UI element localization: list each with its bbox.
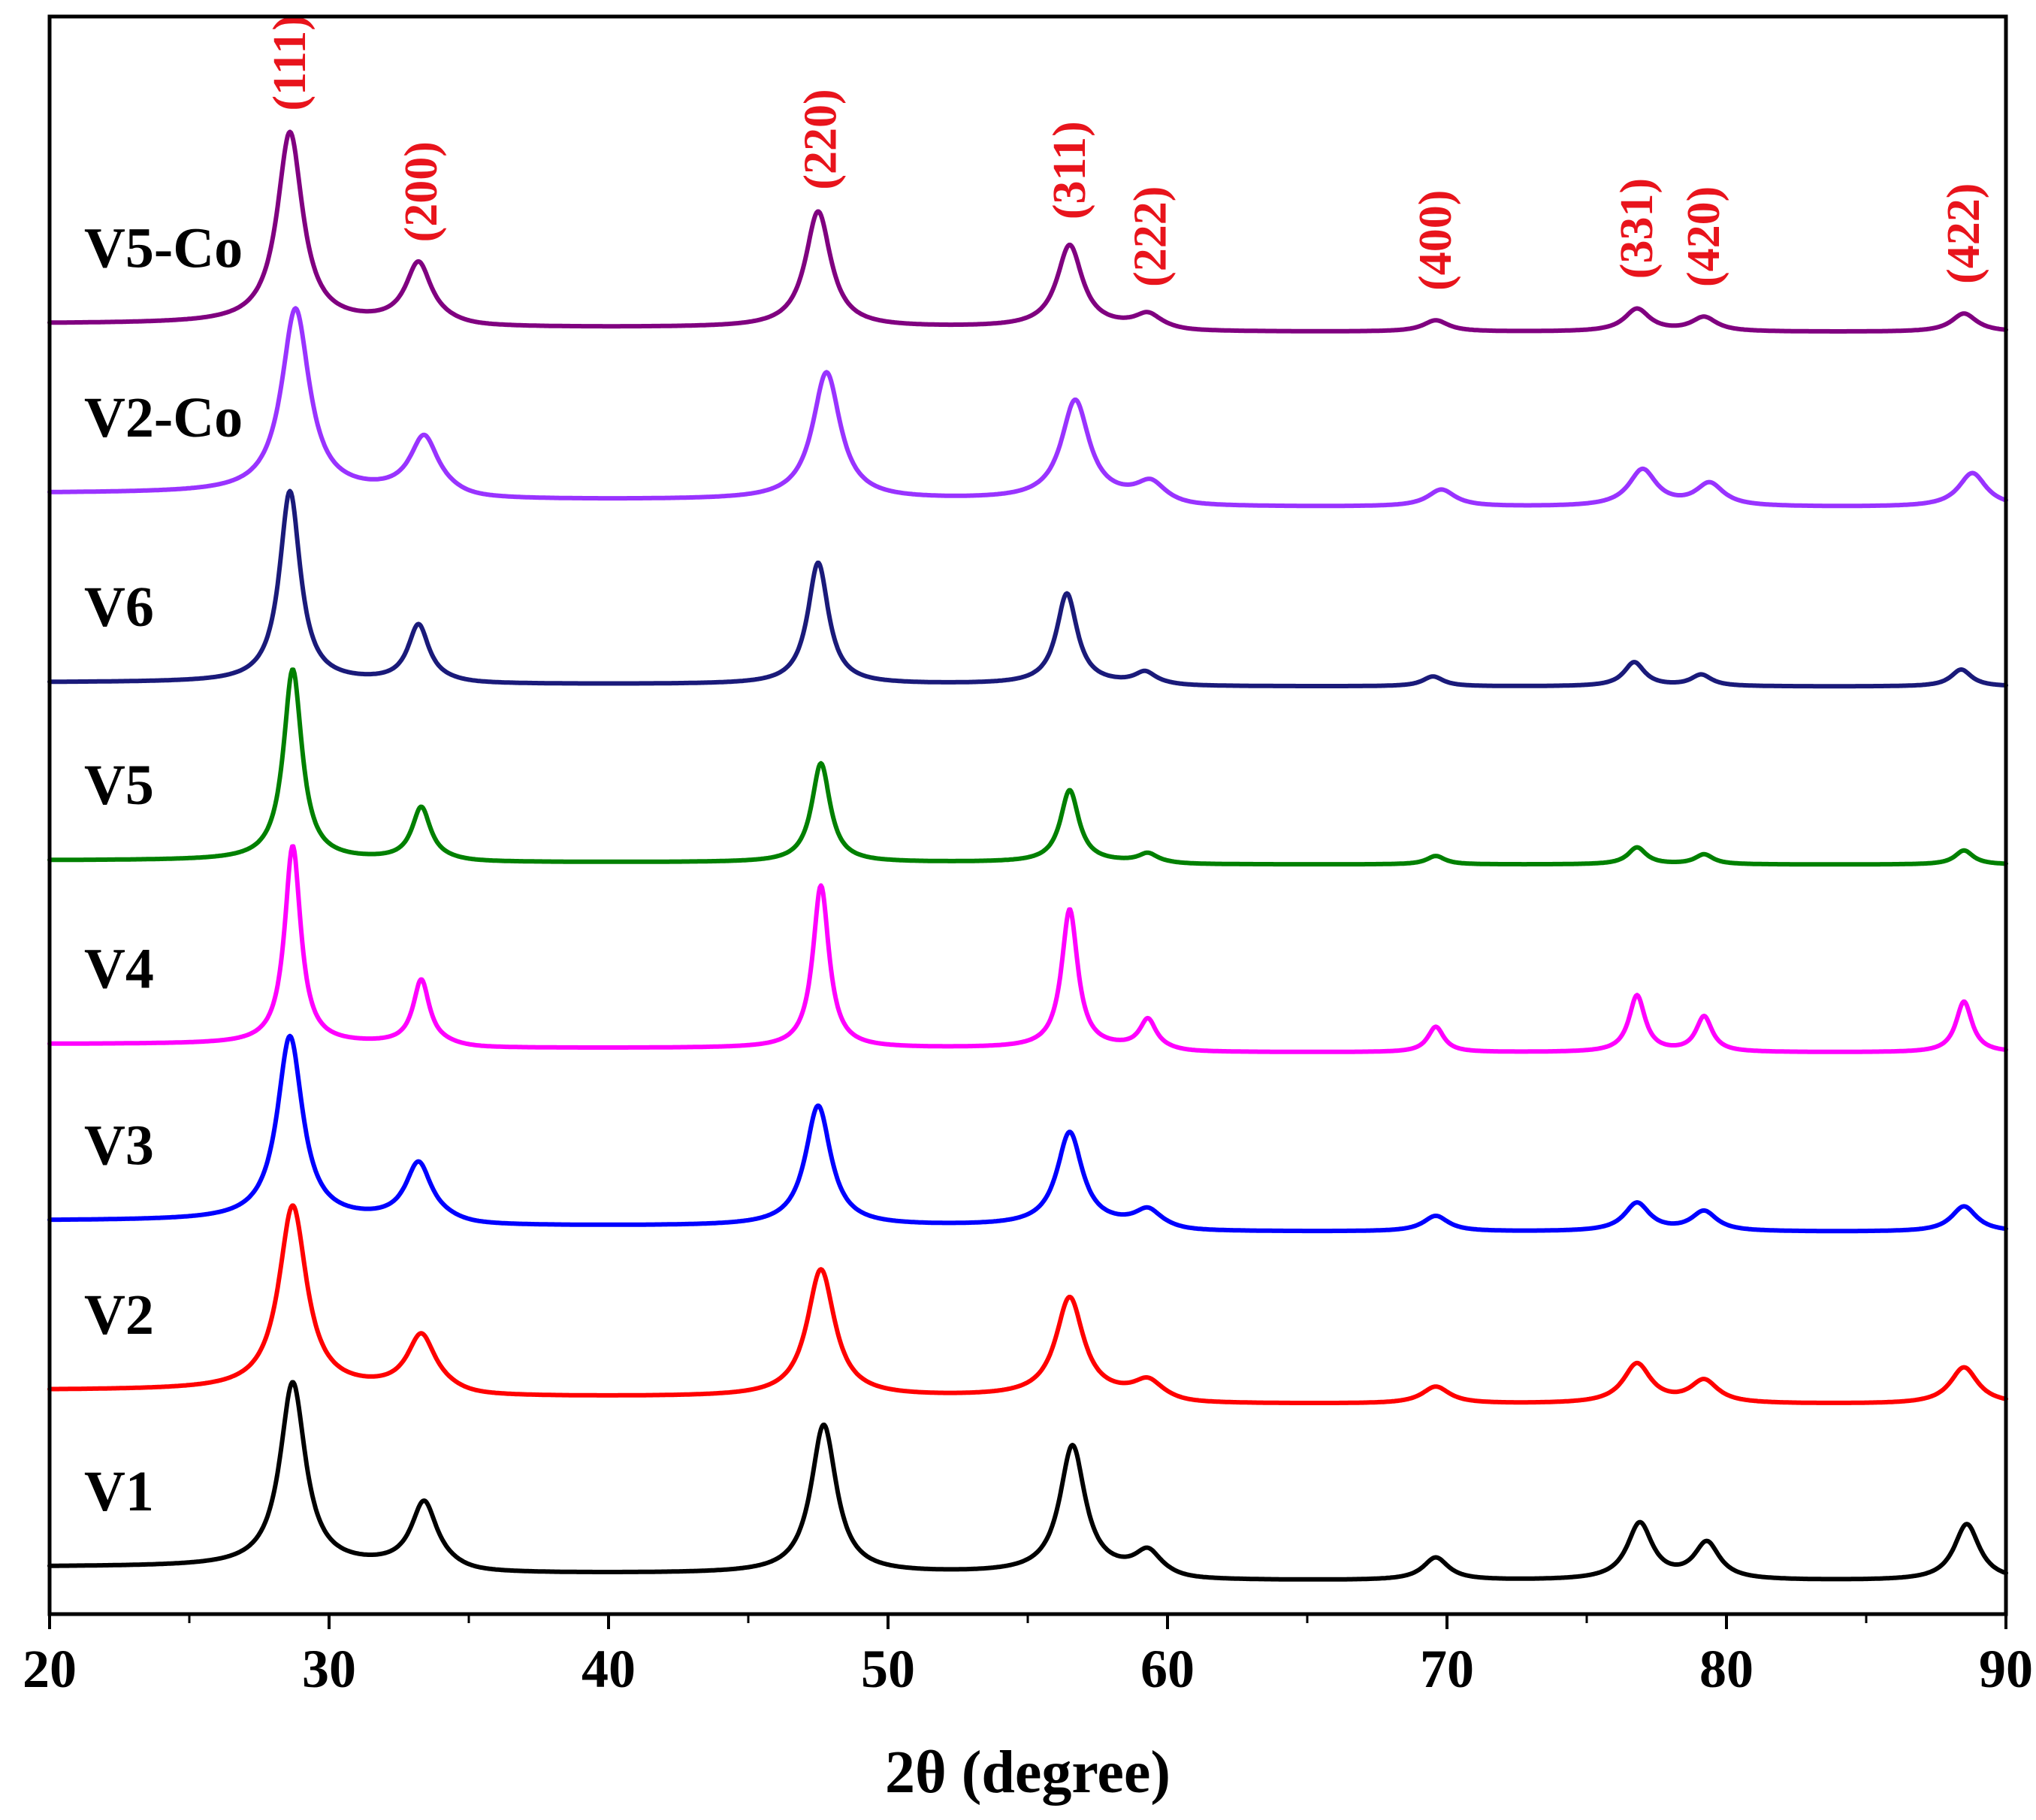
series-label-v2-co: V2-Co [84,386,243,449]
x-tick-label: 50 [861,1639,915,1699]
peak-label-400: (400) [1410,190,1461,291]
series-line-v5-co [47,129,2008,334]
series-layer [47,129,2008,1582]
peak-label-331: (331) [1612,178,1663,279]
peak-label-420: (420) [1678,186,1729,287]
peak-label-222: (222) [1125,186,1177,287]
x-tick-label: 20 [23,1639,77,1699]
series-label-v1: V1 [84,1460,154,1523]
series-line-v2-co [47,306,2008,509]
series-line-v3 [47,1033,2008,1234]
series-line-v4 [47,844,2008,1054]
series-line-v6 [47,488,2008,689]
peak-label-311: (311) [1044,121,1095,219]
x-tick-label: 90 [1979,1639,2033,1699]
x-tick-label: 60 [1140,1639,1195,1699]
peak-label-220: (220) [796,89,847,189]
peak-label-200: (200) [396,141,447,242]
series-line-v5 [47,667,2008,867]
x-axis-ticks [48,1614,2007,1629]
series-line-v2 [47,1203,2008,1405]
peak-label-422: (422) [1938,183,1989,284]
series-label-v6: V6 [84,576,154,639]
series-label-v5-co: V5-Co [84,217,243,280]
series-label-v5: V5 [84,754,154,817]
x-tick-label: 70 [1420,1639,1474,1699]
series-line-v1 [47,1380,2008,1582]
x-axis-tick-labels: 20 30 40 50 60 70 80 90 [23,1639,2033,1699]
series-label-v4: V4 [84,937,154,1000]
series-label-v3: V3 [84,1114,154,1177]
x-tick-label: 40 [581,1639,636,1699]
peak-label-layer: (111) (200) (220) (311) (222) (400) (331) (420)… [264,15,1989,291]
x-tick-label: 30 [302,1639,356,1699]
series-label-v2: V2 [84,1283,154,1347]
x-axis-title: 2θ (degree) [885,1740,1171,1806]
peak-label-111: (111) [264,15,316,110]
series-label-layer: V1 V2 V3 V4 V5 V6 V2-Co V5-Co [84,217,243,1523]
x-tick-label: 80 [1699,1639,1754,1699]
